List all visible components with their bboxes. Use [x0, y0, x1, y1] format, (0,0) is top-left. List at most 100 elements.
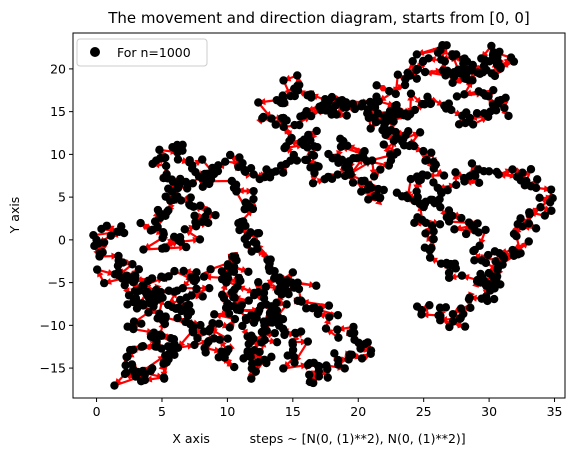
data-point: [438, 66, 448, 75]
data-point: [204, 327, 214, 336]
data-point: [121, 368, 131, 377]
data-point: [235, 153, 244, 162]
data-point: [418, 99, 427, 109]
data-point: [254, 278, 263, 287]
data-point: [290, 120, 299, 130]
data-point: [379, 140, 388, 149]
data-point: [531, 224, 541, 233]
data-point: [270, 274, 279, 283]
data-point: [114, 256, 123, 265]
data-point: [275, 314, 284, 323]
data-point: [173, 155, 183, 164]
data-point: [474, 228, 483, 237]
data-point: [246, 228, 255, 237]
data-point: [548, 194, 557, 203]
data-point: [205, 283, 214, 293]
data-point: [427, 243, 436, 253]
data-point: [412, 50, 422, 59]
y-tick-label: −5: [48, 275, 66, 290]
data-point: [296, 296, 306, 305]
data-point: [186, 201, 195, 210]
data-point: [479, 61, 489, 71]
data-point: [137, 319, 146, 328]
data-point: [247, 247, 256, 256]
data-point: [360, 176, 369, 185]
data-point: [206, 265, 215, 274]
data-point: [356, 341, 365, 351]
data-point: [532, 175, 542, 184]
data-point: [366, 346, 376, 355]
data-point: [110, 381, 119, 390]
data-point: [249, 170, 258, 179]
data-point: [156, 287, 165, 297]
data-point: [265, 263, 274, 272]
data-point: [322, 361, 331, 370]
data-point: [153, 205, 163, 215]
data-point: [493, 265, 502, 274]
data-point: [460, 90, 469, 99]
data-point: [524, 208, 534, 217]
data-point: [313, 142, 322, 152]
data-point: [166, 196, 175, 205]
data-point: [191, 217, 200, 227]
data-point: [249, 237, 259, 247]
data-point: [161, 313, 170, 322]
data-point: [97, 224, 106, 234]
data-point: [267, 352, 276, 362]
data-point: [495, 47, 504, 56]
data-point: [490, 71, 500, 81]
data-point: [366, 124, 375, 133]
data-point: [471, 171, 480, 181]
data-point: [328, 154, 337, 163]
data-point: [260, 335, 269, 345]
data-point: [178, 283, 187, 293]
data-point: [129, 317, 139, 326]
data-point: [448, 309, 458, 319]
data-point: [382, 117, 392, 126]
data-point: [296, 327, 306, 336]
data-point: [464, 294, 474, 304]
data-point: [227, 176, 237, 186]
data-point: [235, 225, 244, 235]
data-point: [221, 303, 231, 312]
data-point: [467, 159, 477, 168]
data-point: [254, 228, 264, 238]
data-point: [249, 194, 258, 204]
data-point: [254, 308, 263, 317]
y-tick-label: −10: [40, 318, 66, 333]
data-point: [372, 81, 381, 90]
data-point: [303, 143, 312, 152]
data-point: [287, 133, 296, 143]
data-point: [170, 266, 179, 276]
y-tick-label: 0: [58, 232, 66, 247]
data-point: [526, 165, 536, 174]
legend-marker: [90, 47, 100, 57]
data-point: [294, 284, 304, 294]
x-tick-label: 20: [350, 404, 366, 419]
data-point: [357, 187, 366, 196]
data-point: [110, 270, 120, 279]
data-point: [280, 143, 289, 153]
data-point: [408, 56, 417, 66]
data-point: [223, 346, 232, 355]
data-point: [457, 271, 467, 280]
data-point: [339, 97, 348, 107]
data-point: [173, 343, 183, 353]
data-point: [262, 358, 271, 368]
data-point: [244, 267, 253, 276]
data-point: [336, 134, 345, 144]
data-point: [92, 265, 102, 274]
data-point: [288, 268, 298, 277]
data-point: [334, 333, 343, 342]
data-point: [164, 300, 173, 310]
data-point: [422, 155, 431, 165]
data-point: [449, 72, 459, 81]
data-point: [152, 342, 162, 351]
y-tick-label: 5: [58, 190, 66, 205]
data-point: [416, 175, 425, 184]
data-point: [489, 85, 498, 95]
data-point: [420, 243, 430, 252]
data-point: [164, 286, 174, 295]
data-point: [340, 364, 349, 373]
data-point: [299, 111, 308, 120]
